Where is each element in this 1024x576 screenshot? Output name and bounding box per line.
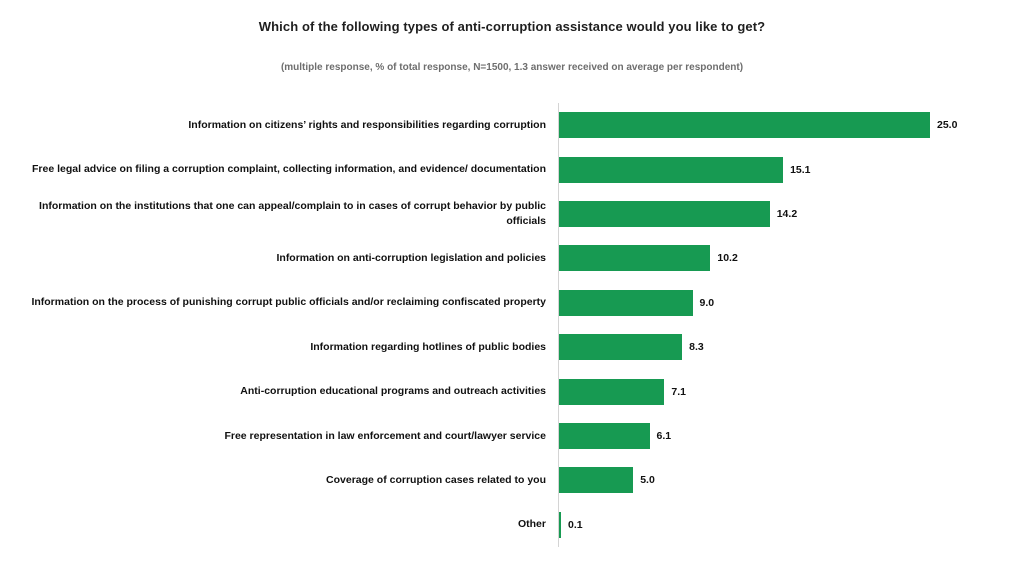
bar-track: 10.2 xyxy=(558,236,1024,281)
bar-row: Information on the institutions that one… xyxy=(0,191,1024,237)
value-label: 0.1 xyxy=(568,518,583,531)
category-label: Other xyxy=(517,518,546,531)
value-label: 14.2 xyxy=(776,207,798,220)
value-label: 15.1 xyxy=(790,163,811,176)
bar-row: Information regarding hotlines of public… xyxy=(0,324,1024,370)
bar-track: 25.0 xyxy=(558,103,1024,148)
category-label: Free representation in law enforcement a… xyxy=(224,429,546,442)
bar-track: 14.2 xyxy=(558,191,1024,237)
bar xyxy=(559,378,665,405)
bar-row: Information on the process of punishing … xyxy=(0,280,1024,325)
category-label: Free legal advice on filing a corruption… xyxy=(32,163,546,176)
bar-row: Anti-corruption educational programs and… xyxy=(0,369,1024,414)
value-label: 8.3 xyxy=(689,341,704,354)
bar-row: Other 0.1 xyxy=(0,502,1024,547)
chart-title: Which of the following types of anti-cor… xyxy=(258,19,766,34)
category-label: Information on the institutions that one… xyxy=(39,200,546,227)
bar-row: Coverage of corruption cases related to … xyxy=(0,458,1024,503)
bar-track: 6.1 xyxy=(558,413,1024,459)
bar-track: 0.1 xyxy=(558,502,1024,547)
value-label: 5.0 xyxy=(640,474,655,487)
bar xyxy=(559,511,561,538)
bar-row: Information on anti-corruption legislati… xyxy=(0,236,1024,281)
bar-row: Free legal advice on filing a corruption… xyxy=(0,147,1024,192)
chart-subtitle: (multiple response, % of total response,… xyxy=(280,62,744,73)
category-label: Coverage of corruption cases related to … xyxy=(326,473,546,486)
bar-track: 7.1 xyxy=(558,369,1024,414)
bar-chart: Information on citizens’ rights and resp… xyxy=(0,103,1024,547)
bar xyxy=(559,156,784,183)
bar xyxy=(559,112,930,139)
bar xyxy=(559,422,650,449)
bar-row: Information on citizens’ rights and resp… xyxy=(0,103,1024,148)
bar-track: 5.0 xyxy=(558,458,1024,503)
bar xyxy=(559,467,634,494)
category-label: Anti-corruption educational programs and… xyxy=(240,385,546,398)
value-label: 9.0 xyxy=(699,296,715,309)
value-label: 7.1 xyxy=(671,385,686,398)
bar-row: Free representation in law enforcement a… xyxy=(0,413,1024,459)
bar-track: 8.3 xyxy=(558,324,1024,370)
value-label: 25.0 xyxy=(937,119,958,132)
category-label: Information on citizens’ rights and resp… xyxy=(188,118,546,131)
bar xyxy=(559,200,770,227)
bar xyxy=(559,245,711,272)
bar-track: 9.0 xyxy=(558,280,1024,325)
category-label: Information regarding hotlines of public… xyxy=(310,340,546,353)
value-label: 6.1 xyxy=(656,429,672,442)
bar xyxy=(559,289,693,316)
bar-track: 15.1 xyxy=(558,147,1024,192)
bar xyxy=(559,334,683,361)
category-label: Information on anti-corruption legislati… xyxy=(276,252,546,265)
category-label: Information on the process of punishing … xyxy=(31,296,546,309)
value-label: 10.2 xyxy=(717,252,738,265)
